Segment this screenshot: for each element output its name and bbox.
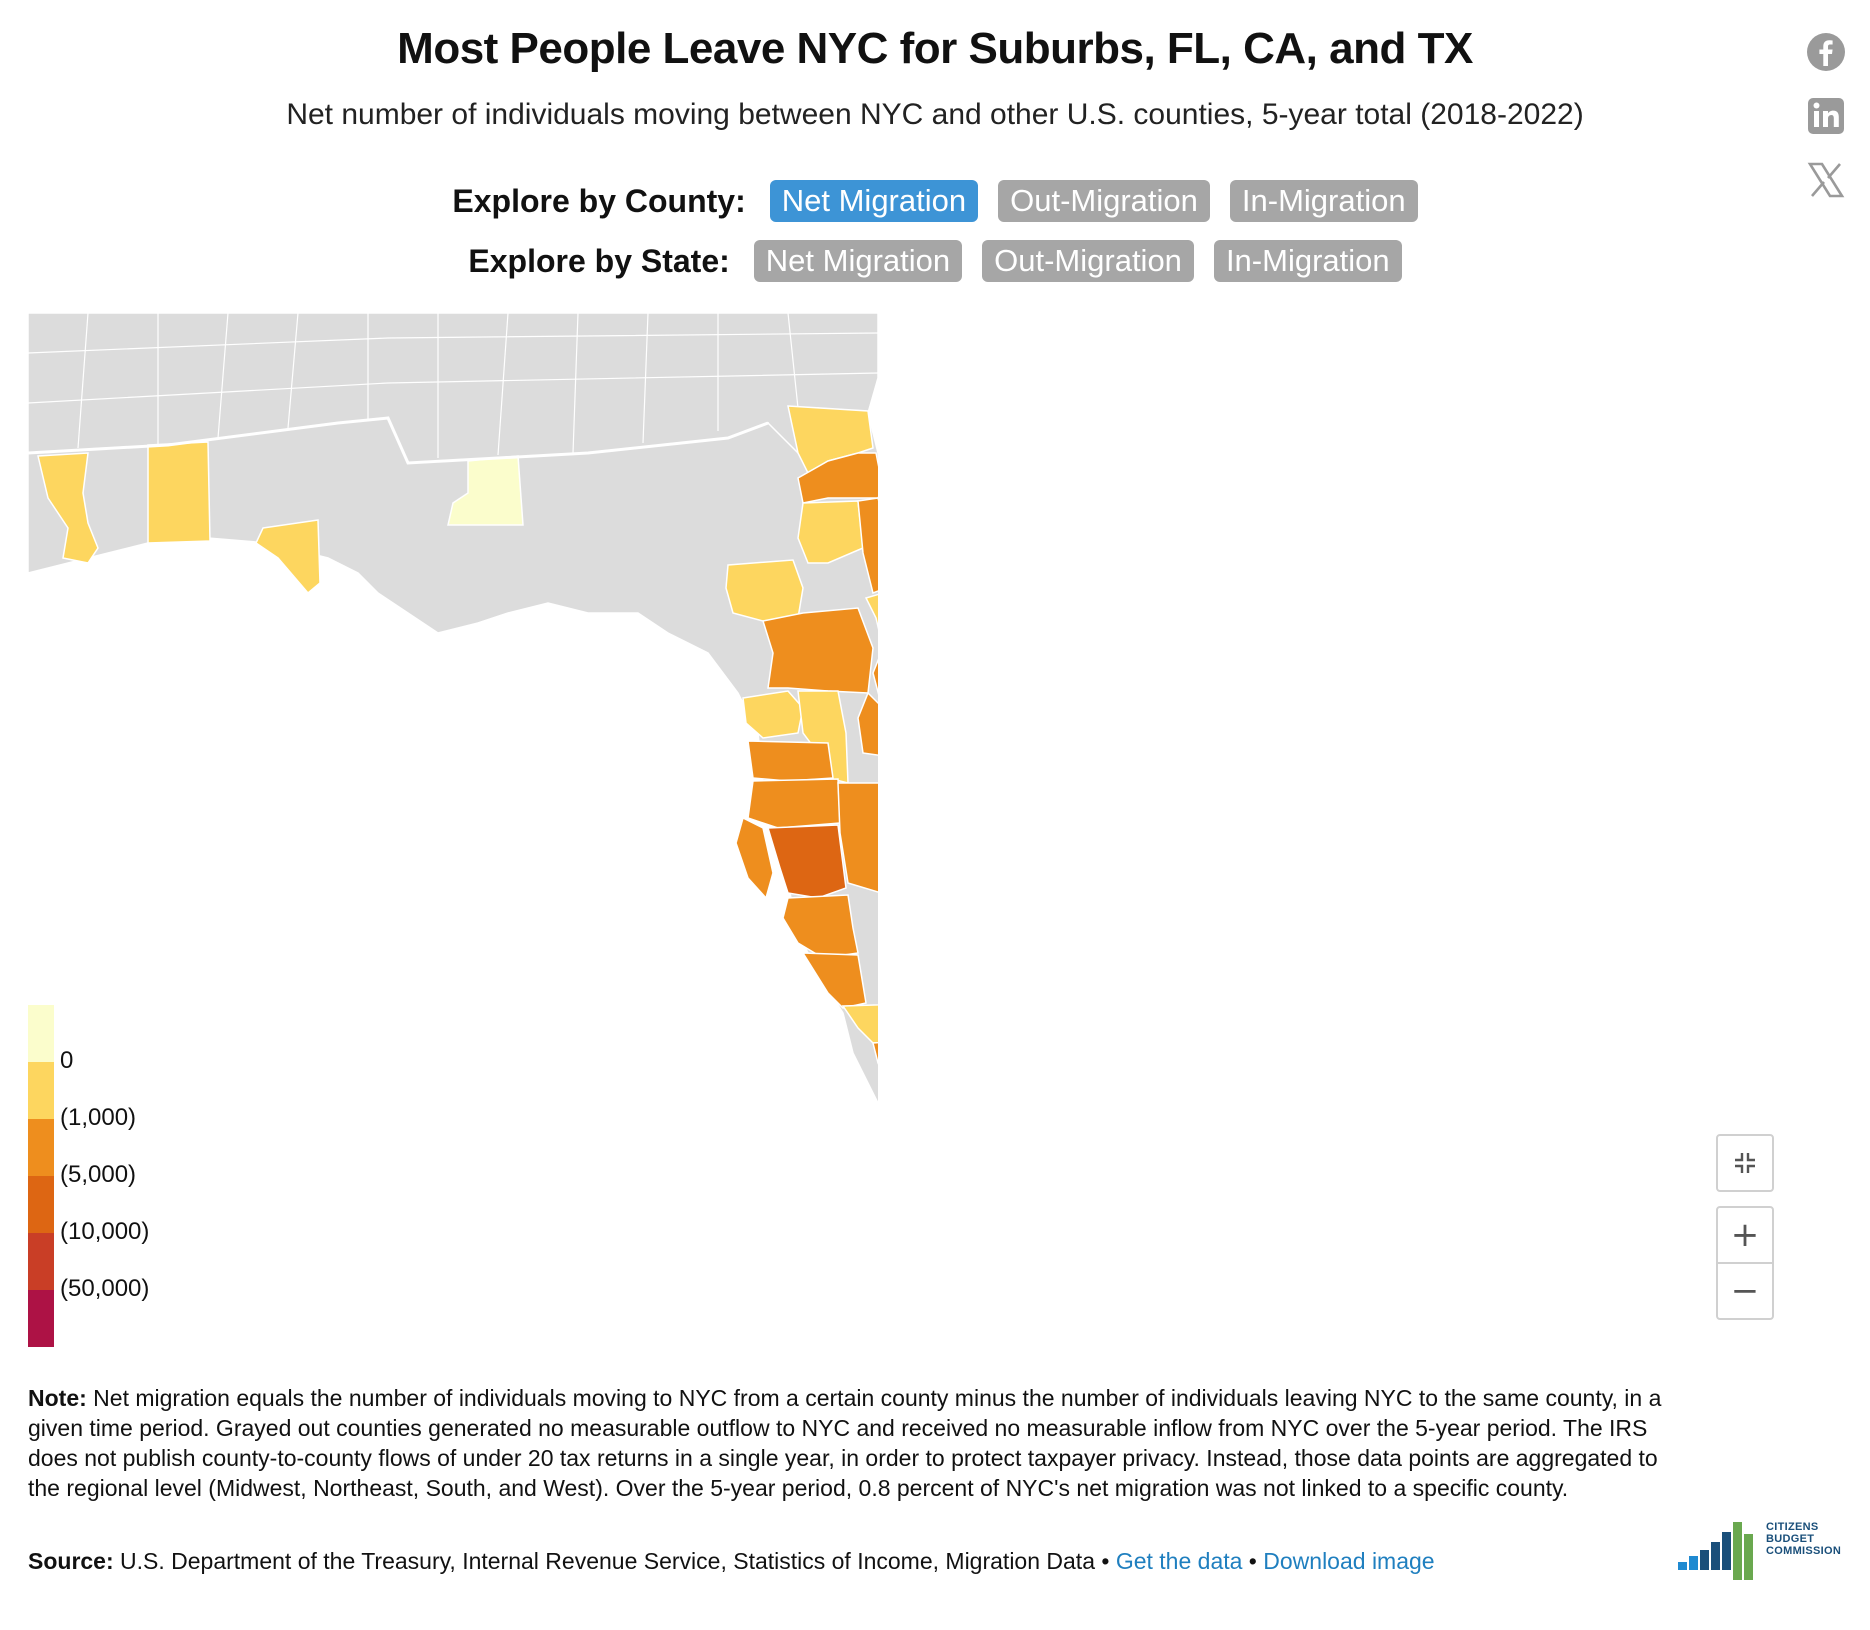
logo-text: CITIZENS BUDGET COMMISSION: [1766, 1521, 1841, 1557]
share-bar: [1804, 30, 1848, 222]
county-pinellas[interactable]: [735, 816, 774, 900]
collapse-icon: [1735, 1153, 1755, 1173]
county-in-migration-button[interactable]: In-Migration: [1229, 180, 1418, 222]
state-net-migration-button[interactable]: Net Migration: [753, 240, 963, 282]
footnote: Note: Net migration equals the number of…: [28, 1383, 1668, 1503]
legend-label: (50,000): [60, 1275, 150, 1302]
x-icon[interactable]: [1804, 158, 1848, 202]
legend-label: (1,000): [60, 1104, 137, 1131]
logo-line: COMMISSION: [1766, 1545, 1842, 1557]
legend: 0 (1,000) (5,000) (10,000) (50,000): [28, 1005, 228, 1347]
county-hernando[interactable]: [747, 740, 834, 782]
note-label: Note:: [28, 1385, 87, 1411]
county-st-johns[interactable]: [857, 497, 878, 595]
legend-label: (10,000): [60, 1218, 150, 1245]
logo-bars-icon: [1678, 1522, 1753, 1580]
note-text: Net migration equals the number of indiv…: [28, 1385, 1662, 1501]
logo-line: CITIZENS: [1766, 1521, 1819, 1533]
facebook-icon[interactable]: [1804, 30, 1848, 74]
legend-swatch-2: [28, 1119, 54, 1176]
cbc-logo: CITIZENS BUDGET COMMISSION: [1676, 1518, 1856, 1580]
county-alachua[interactable]: [725, 559, 804, 622]
chart-subtitle: Net number of individuals moving between…: [286, 98, 1584, 131]
legend-label: 0: [60, 1047, 74, 1074]
legend-swatch-1: [28, 1062, 54, 1119]
county-citrus[interactable]: [742, 690, 804, 739]
county-duval[interactable]: [797, 452, 878, 504]
legend-label: (5,000): [60, 1161, 137, 1188]
separator: •: [1242, 1548, 1264, 1574]
county-marion[interactable]: [762, 607, 874, 694]
county-net-migration-button[interactable]: Net Migration: [769, 180, 979, 222]
county-lee[interactable]: [872, 1038, 878, 1108]
state-boundary-line: [28, 416, 769, 465]
legend-swatch-3: [28, 1176, 54, 1233]
source-line: Source: U.S. Department of the Treasury,…: [28, 1548, 1668, 1575]
county-charlotte[interactable]: [841, 1003, 878, 1044]
county-bay[interactable]: [255, 519, 321, 595]
get-the-data-link[interactable]: Get the data: [1115, 1548, 1243, 1574]
linkedin-icon[interactable]: [1804, 94, 1848, 138]
county-polk[interactable]: [837, 782, 878, 895]
zoom-out-button[interactable]: −: [1716, 1262, 1774, 1320]
source-label: Source:: [28, 1548, 114, 1574]
legend-swatch-5: [28, 1290, 54, 1347]
county-lake[interactable]: [857, 691, 878, 758]
county-volusia[interactable]: [872, 643, 878, 738]
legend-swatch-4: [28, 1233, 54, 1290]
explore-by-state-row: Explore by State: Net Migration Out-Migr…: [0, 240, 1870, 282]
county-okaloosa[interactable]: [147, 441, 211, 544]
explore-state-label: Explore by State:: [468, 242, 730, 279]
chart-title: Most People Leave NYC for Suburbs, FL, C…: [397, 24, 1473, 73]
county-pasco[interactable]: [747, 778, 841, 829]
zoom-in-button[interactable]: +: [1716, 1206, 1774, 1264]
county-manatee[interactable]: [782, 894, 859, 959]
florida-county-map[interactable]: [28, 313, 878, 1343]
legend-swatch-0: [28, 1005, 54, 1062]
logo-line: BUDGET: [1766, 1533, 1815, 1545]
county-hillsborough[interactable]: [767, 824, 847, 899]
county-escambia[interactable]: [37, 452, 99, 564]
explore-by-county-row: Explore by County: Net Migration Out-Mig…: [0, 180, 1870, 222]
state-in-migration-button[interactable]: In-Migration: [1213, 240, 1402, 282]
separator: •: [1094, 1548, 1116, 1574]
fullscreen-collapse-button[interactable]: [1716, 1134, 1774, 1192]
county-sarasota[interactable]: [801, 952, 867, 1009]
source-text: U.S. Department of the Treasury, Interna…: [113, 1548, 1095, 1574]
county-flagler[interactable]: [864, 588, 878, 648]
neighbor-county-lines: [28, 313, 878, 458]
county-out-migration-button[interactable]: Out-Migration: [998, 180, 1210, 222]
state-out-migration-button[interactable]: Out-Migration: [982, 240, 1194, 282]
download-image-link[interactable]: Download image: [1263, 1548, 1435, 1574]
explore-county-label: Explore by County:: [452, 182, 746, 219]
